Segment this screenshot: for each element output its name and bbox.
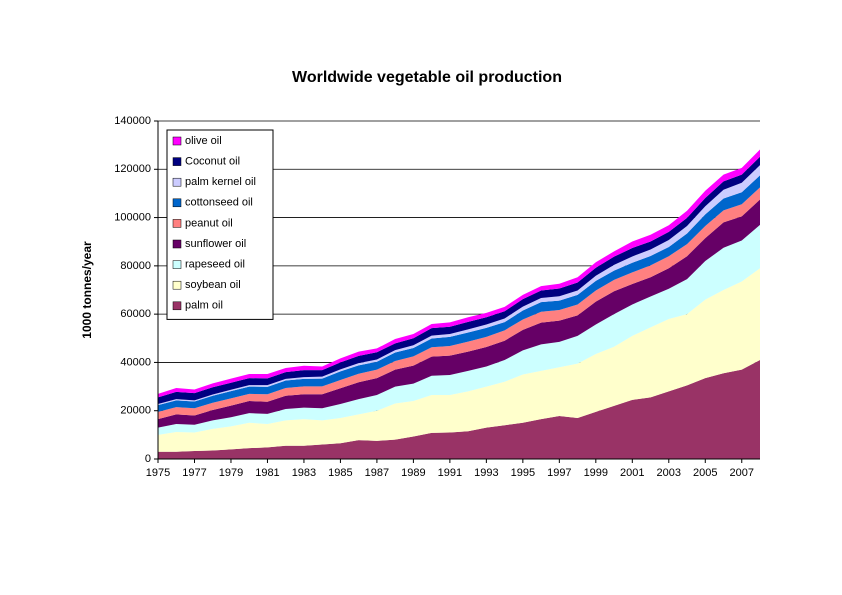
x-tick-label: 1999 bbox=[584, 467, 608, 479]
x-tick-label: 1983 bbox=[292, 467, 316, 479]
legend-label: peanut oil bbox=[185, 217, 233, 229]
y-tick-label: 100000 bbox=[114, 211, 151, 223]
legend-swatch bbox=[172, 260, 182, 269]
x-tick-label: 1977 bbox=[182, 467, 206, 479]
y-tick-label: 60000 bbox=[120, 308, 151, 320]
x-tick-label: 1989 bbox=[401, 467, 425, 479]
legend-label: palm oil bbox=[185, 300, 223, 312]
legend-swatch bbox=[172, 219, 182, 228]
y-tick-label: 0 bbox=[145, 453, 151, 465]
x-tick-label: 1997 bbox=[547, 467, 571, 479]
legend-label: cottonseed oil bbox=[185, 197, 253, 209]
legend-swatch bbox=[172, 157, 182, 166]
area bbox=[158, 360, 760, 459]
legend-swatch bbox=[172, 198, 182, 208]
legend-swatch bbox=[172, 239, 182, 249]
x-tick-label: 1979 bbox=[219, 467, 243, 479]
x-tick-label: 1995 bbox=[511, 467, 535, 479]
y-tick-label: 140000 bbox=[114, 115, 151, 127]
legend-swatch bbox=[172, 301, 182, 311]
legend-swatch bbox=[172, 177, 182, 187]
y-tick-label: 120000 bbox=[114, 163, 151, 175]
x-tick-label: 1993 bbox=[474, 467, 498, 479]
x-tick-label: 1991 bbox=[438, 467, 462, 479]
area bbox=[158, 268, 760, 452]
legend-label: palm kernel oil bbox=[185, 176, 256, 188]
legend-label: rapeseed oil bbox=[185, 259, 245, 271]
legend-label: Coconut oil bbox=[185, 156, 240, 168]
legend-swatch bbox=[172, 280, 182, 290]
legend-label: olive oil bbox=[185, 135, 222, 147]
x-tick-label: 2005 bbox=[693, 467, 717, 479]
chart-title: Worldwide vegetable oil production bbox=[292, 69, 562, 86]
y-tick-label: 20000 bbox=[120, 405, 151, 417]
x-tick-label: 1981 bbox=[255, 467, 279, 479]
x-tick-label: 1987 bbox=[365, 467, 389, 479]
x-tick-label: 1975 bbox=[146, 467, 170, 479]
x-tick-label: 1985 bbox=[328, 467, 352, 479]
legend-swatch bbox=[172, 136, 182, 146]
legend-box bbox=[166, 129, 274, 320]
y-axis-label: 1000 tonnes/year bbox=[80, 241, 94, 339]
x-tick-label: 2007 bbox=[730, 467, 754, 479]
x-tick-label: 2003 bbox=[657, 467, 681, 479]
y-tick-label: 40000 bbox=[120, 356, 151, 368]
legend-label: sunflower oil bbox=[185, 238, 246, 250]
area bbox=[158, 224, 760, 435]
x-tick-label: 2001 bbox=[620, 467, 644, 479]
legend-label: soybean oil bbox=[185, 279, 241, 291]
y-tick-label: 80000 bbox=[120, 260, 151, 272]
